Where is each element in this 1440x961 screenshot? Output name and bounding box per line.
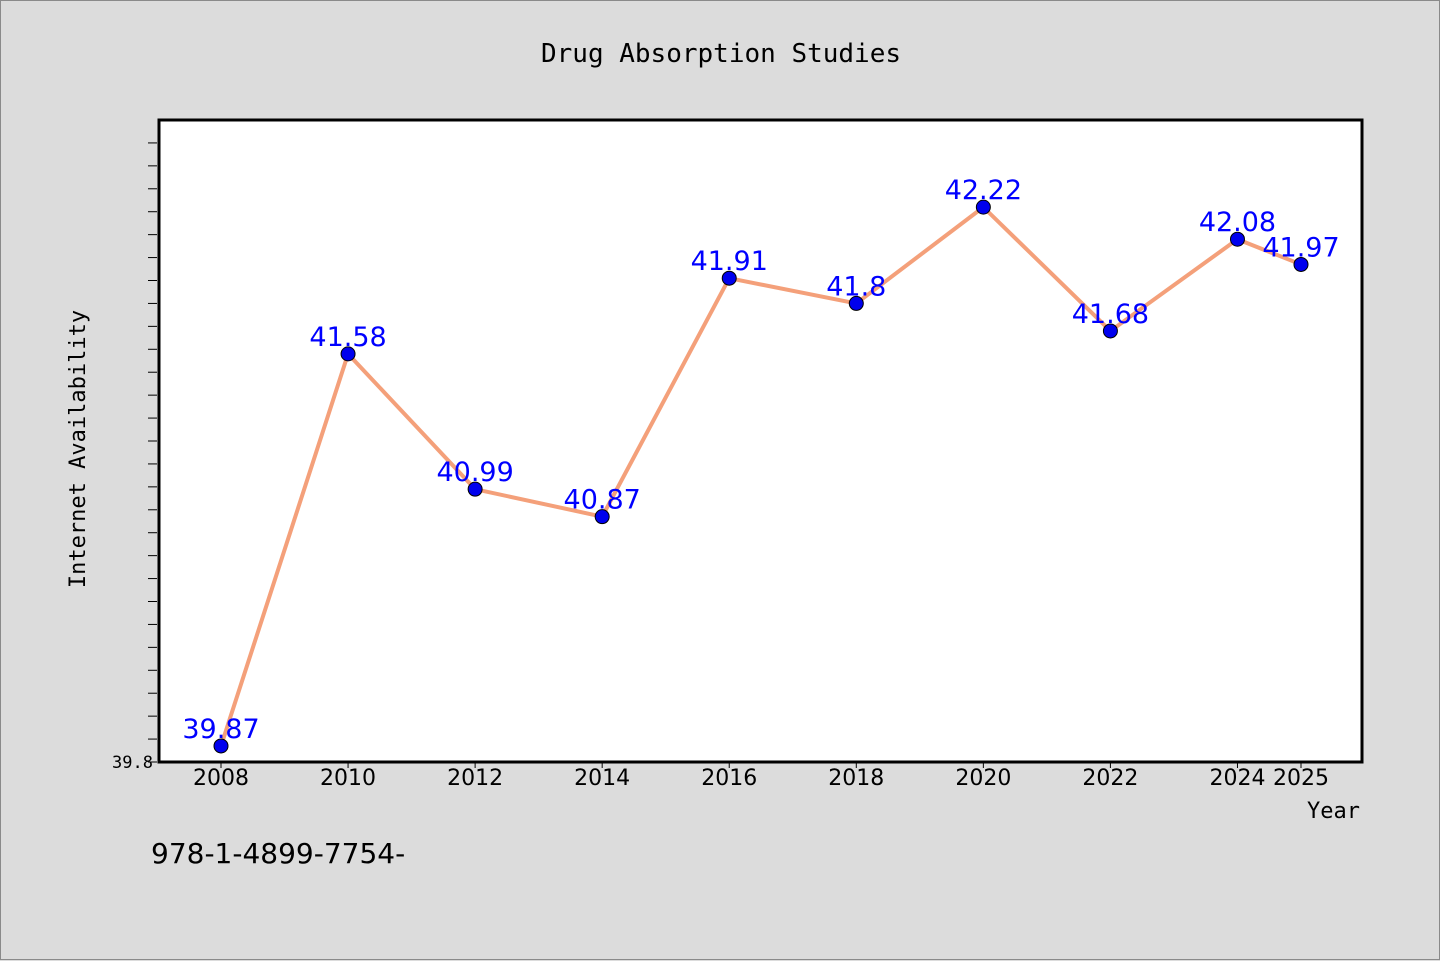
x-tick-label: 2012 xyxy=(447,766,503,791)
data-point xyxy=(1229,231,1245,247)
x-tick-label: 2010 xyxy=(320,766,376,791)
x-tick-label: 2024 xyxy=(1209,766,1265,791)
data-label: 41.68 xyxy=(1072,299,1149,330)
chart-title: Drug Absorption Studies xyxy=(541,39,901,69)
data-point xyxy=(1293,256,1309,272)
data-point xyxy=(594,509,610,525)
plot-area xyxy=(157,118,1364,764)
data-label: 41.97 xyxy=(1262,232,1339,263)
x-tick-label: 2008 xyxy=(193,766,249,791)
data-point xyxy=(467,481,483,497)
x-tick-label: 2014 xyxy=(574,766,630,791)
data-point xyxy=(721,270,737,286)
data-labels: 39.87 41.58 40.99 40.87 41.91 41.8 42.22 41.68 4… xyxy=(182,175,1339,745)
x-tick-label: 2025 xyxy=(1273,766,1329,791)
y-axis-ticks: 39.8 xyxy=(112,142,157,773)
data-points xyxy=(213,199,1309,754)
data-label: 40.87 xyxy=(564,485,641,516)
x-axis-label: Year xyxy=(1307,799,1360,824)
data-label: 42.22 xyxy=(945,175,1022,206)
y-tick-label: 39.8 xyxy=(112,753,153,773)
footer-isbn-text: 978-1-4899-7754- xyxy=(151,837,405,870)
x-tick-label: 2022 xyxy=(1082,766,1138,791)
data-point xyxy=(975,199,991,215)
y-axis-label: Internet Availability xyxy=(66,310,91,588)
data-point xyxy=(340,346,356,362)
data-point xyxy=(213,738,229,754)
data-point xyxy=(1102,323,1118,339)
data-label: 41.91 xyxy=(691,246,768,277)
x-tick-label: 2020 xyxy=(955,766,1011,791)
data-label: 40.99 xyxy=(436,457,513,488)
series-line xyxy=(219,205,1302,747)
data-label: 39.87 xyxy=(182,714,259,745)
x-tick-label: 2018 xyxy=(828,766,884,791)
data-label: 42.08 xyxy=(1199,207,1276,238)
data-point xyxy=(848,295,864,311)
data-label: 41.8 xyxy=(826,271,886,302)
x-axis-ticks: 2008 2010 2012 2014 2016 2018 2020 2022 2024 2025 xyxy=(193,762,1329,791)
data-label: 41.58 xyxy=(309,322,386,353)
x-tick-label: 2016 xyxy=(701,766,757,791)
